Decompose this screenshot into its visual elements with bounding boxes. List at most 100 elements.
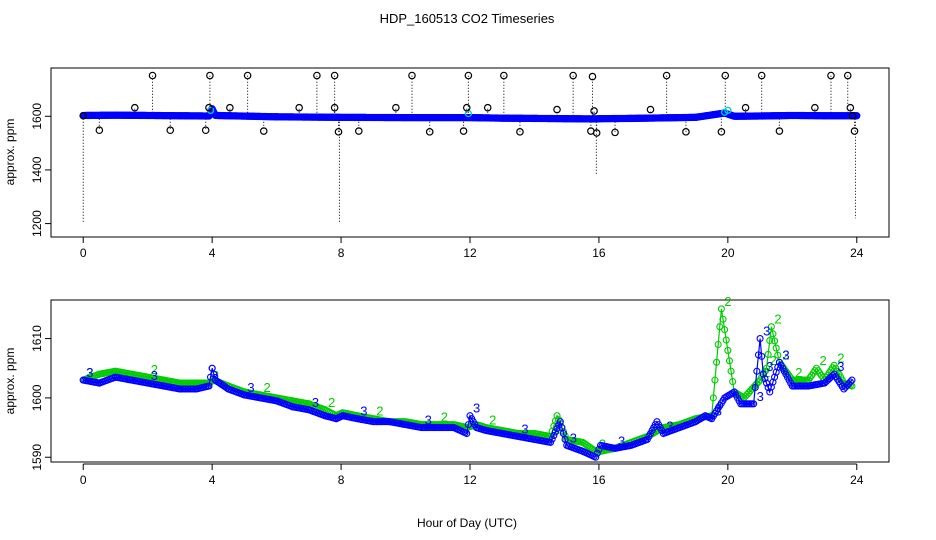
data-point	[757, 71, 766, 80]
series-point	[711, 376, 719, 384]
x-tick-label: 0	[80, 473, 87, 487]
data-point	[588, 72, 597, 81]
series-label: 2	[774, 312, 781, 327]
series-point	[769, 330, 777, 338]
data-point	[425, 128, 434, 136]
series-point	[774, 351, 782, 359]
series-label: 2	[441, 410, 448, 425]
series-label: 3	[212, 371, 219, 386]
series-point	[592, 453, 600, 461]
data-point	[464, 71, 473, 80]
series-point	[547, 438, 555, 446]
data-point	[392, 103, 400, 112]
series-point	[766, 336, 774, 345]
series-point	[722, 336, 730, 344]
series-point	[205, 382, 213, 390]
data-point	[462, 103, 471, 112]
bottom-plot-ylabel: approx. ppm	[3, 348, 17, 415]
x-tick-label: 16	[592, 246, 606, 260]
series-point	[714, 340, 722, 349]
series-label: 2	[264, 380, 271, 395]
series-label: 2	[328, 395, 335, 410]
data-point	[95, 126, 104, 135]
data-point	[662, 71, 671, 80]
series-point	[762, 364, 771, 372]
series-point	[762, 379, 771, 387]
data-point	[717, 128, 726, 136]
series-point	[764, 383, 772, 392]
data-point	[79, 111, 88, 120]
series-label: 2	[376, 404, 383, 419]
data-point	[206, 71, 214, 80]
series-point	[719, 315, 727, 323]
data-point	[259, 127, 268, 135]
data-point	[355, 127, 363, 135]
x-tick-label: 0	[80, 246, 87, 260]
series-point	[553, 412, 561, 420]
series-label: 2	[837, 350, 844, 365]
data-point	[313, 71, 321, 80]
data-point	[330, 103, 339, 112]
series-label: 3	[312, 395, 319, 410]
series-point	[700, 413, 708, 421]
series-point	[759, 370, 767, 378]
series-label: 3	[715, 404, 722, 419]
series-label: 2	[489, 413, 496, 428]
series-label: 2	[782, 347, 789, 362]
series-point	[829, 372, 837, 380]
series-point	[555, 416, 563, 424]
series-point	[751, 383, 759, 392]
x-tick-label: 4	[209, 473, 216, 487]
series-label: 3	[757, 389, 764, 404]
data-point	[243, 71, 252, 80]
series-point	[593, 449, 601, 457]
series-label: 3	[86, 365, 93, 380]
top-plot-frame	[50, 67, 890, 238]
data-point	[850, 127, 859, 135]
top-plot-marks	[79, 71, 861, 224]
series-point	[717, 305, 725, 313]
x-tick-label: 16	[592, 473, 606, 487]
series-line	[600, 308, 853, 452]
series-point	[208, 377, 216, 385]
data-point	[741, 103, 750, 112]
data-point	[166, 126, 175, 135]
series-label: 3	[473, 401, 480, 416]
data-point	[553, 105, 561, 114]
series-point	[729, 378, 737, 386]
series-label: 3	[521, 421, 528, 436]
data-point	[775, 127, 784, 135]
series-point	[709, 394, 717, 402]
series-label: 2	[770, 353, 777, 368]
y-tick-label: 1400	[30, 156, 44, 183]
series-label: 3	[360, 404, 367, 419]
data-point	[516, 128, 524, 136]
series-point	[758, 352, 766, 360]
series-label: 2	[650, 421, 657, 436]
data-point	[811, 103, 819, 112]
series-point	[756, 335, 764, 343]
series-point	[724, 106, 732, 115]
series-label: 3	[618, 433, 625, 448]
data-point	[646, 105, 655, 114]
series-label: 3	[151, 368, 158, 383]
series-label: 2	[724, 294, 731, 309]
data-point	[295, 103, 303, 112]
series-point	[772, 368, 780, 376]
x-tick-label: 12	[463, 246, 477, 260]
series-point	[767, 323, 775, 331]
chart-title: HDP_160513 CO2 Timeseries	[380, 11, 555, 26]
series-label: 2	[763, 365, 770, 380]
series-point	[754, 351, 763, 359]
x-tick-label: 4	[209, 246, 216, 260]
y-tick-label: 1200	[30, 210, 44, 237]
data-point	[846, 103, 855, 112]
series-point	[724, 346, 732, 354]
bottom-y-axis: 1590 1600 1610	[30, 325, 52, 471]
series-point	[853, 112, 861, 120]
data-point	[569, 71, 577, 80]
data-point	[459, 127, 468, 135]
series-point	[727, 367, 735, 375]
x-tick-label: 8	[338, 473, 345, 487]
